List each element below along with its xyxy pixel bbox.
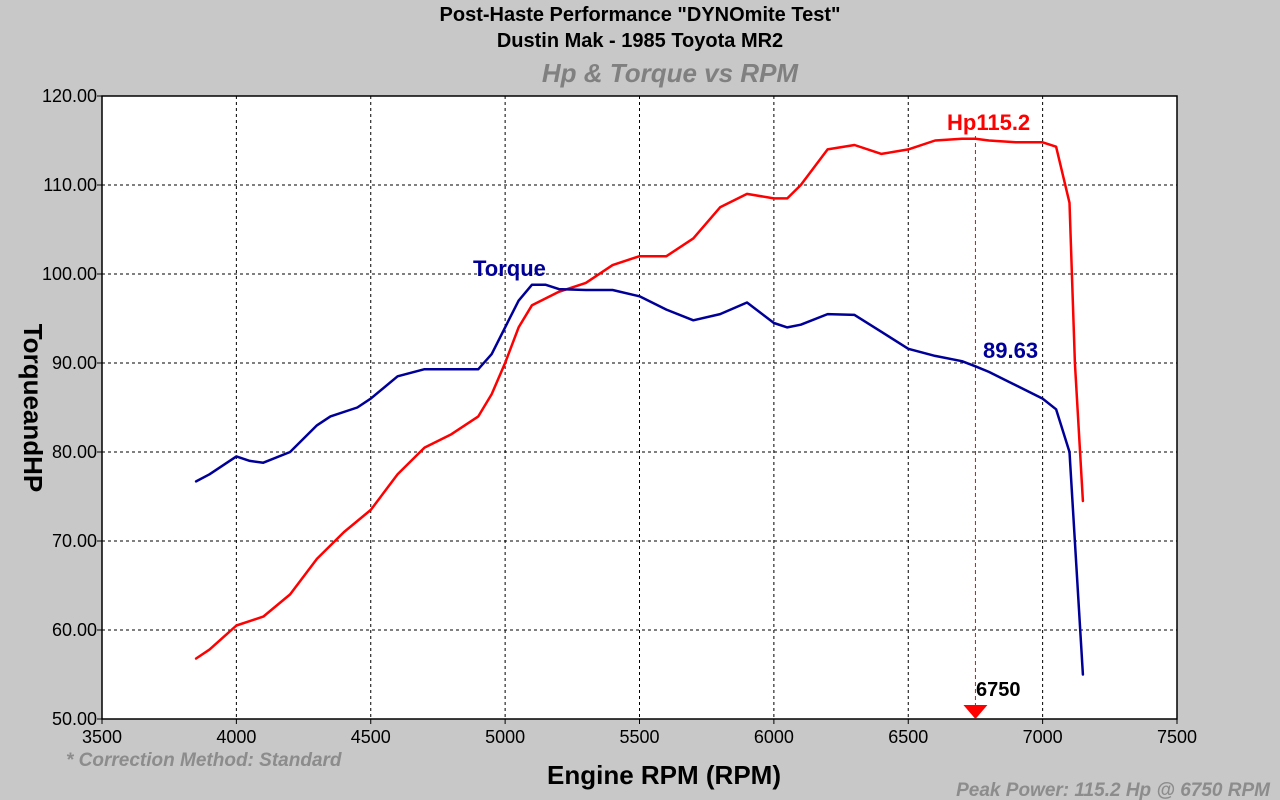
marker-rpm-label: 6750 [976,679,1021,701]
y-axis-title: TorqueandHP [18,324,48,493]
y-tick-label: 70.00 [52,531,97,551]
x-tick-label: 3500 [82,727,122,747]
y-tick-label: 90.00 [52,353,97,373]
series-layer [194,137,1085,676]
x-tick-label: 7000 [1023,727,1063,747]
hp-series-label: Hp115.2 [947,110,1030,135]
x-tick-label: 6000 [754,727,794,747]
y-axis-ticks: 50.00 60.00 70.00 80.00 90.00 100.00 110.00 120… [42,86,102,729]
x-tick-label: 7500 [1157,727,1197,747]
torque-series-label: Torque [473,256,546,281]
y-tick-label: 110.00 [43,175,97,195]
chart-subtitle: Hp & Torque vs RPM [542,58,800,88]
x-tick-label: 4000 [216,727,256,747]
peak-power-note: Peak Power: 115.2 Hp @ 6750 RPM [956,780,1271,800]
x-tick-label: 6500 [888,727,928,747]
y-tick-label: 60.00 [52,620,97,640]
x-axis-ticks: 3500 4000 4500 5000 5500 6000 6500 7000 7500 [82,719,1197,747]
x-tick-label: 5500 [619,727,659,747]
y-tick-label: 80.00 [52,442,97,462]
grid-lines [102,96,1177,719]
x-tick-label: 5000 [485,727,525,747]
y-tick-label: 120.00 [42,86,97,106]
x-tick-label: 4500 [351,727,391,747]
hp-series-line [194,137,1085,660]
y-tick-label: 50.00 [52,709,97,729]
peak-marker-layer [963,136,988,719]
peak-rpm-marker-triangle [963,705,988,719]
y-tick-label: 100.00 [42,264,97,284]
x-axis-title: Engine RPM (RPM) [547,760,781,790]
torque-marker-value: 89.63 [983,338,1038,363]
hp-peak-value: 115.2 [976,110,1030,135]
torque-series-line [194,283,1085,676]
correction-note: * Correction Method: Standard [66,750,342,771]
hp-series-name: Hp [947,110,976,135]
chart-title: Post-Haste Performance "DYNOmite Test" [440,4,841,26]
chart-title-line2: Dustin Mak - 1985 Toyota MR2 [497,30,783,52]
